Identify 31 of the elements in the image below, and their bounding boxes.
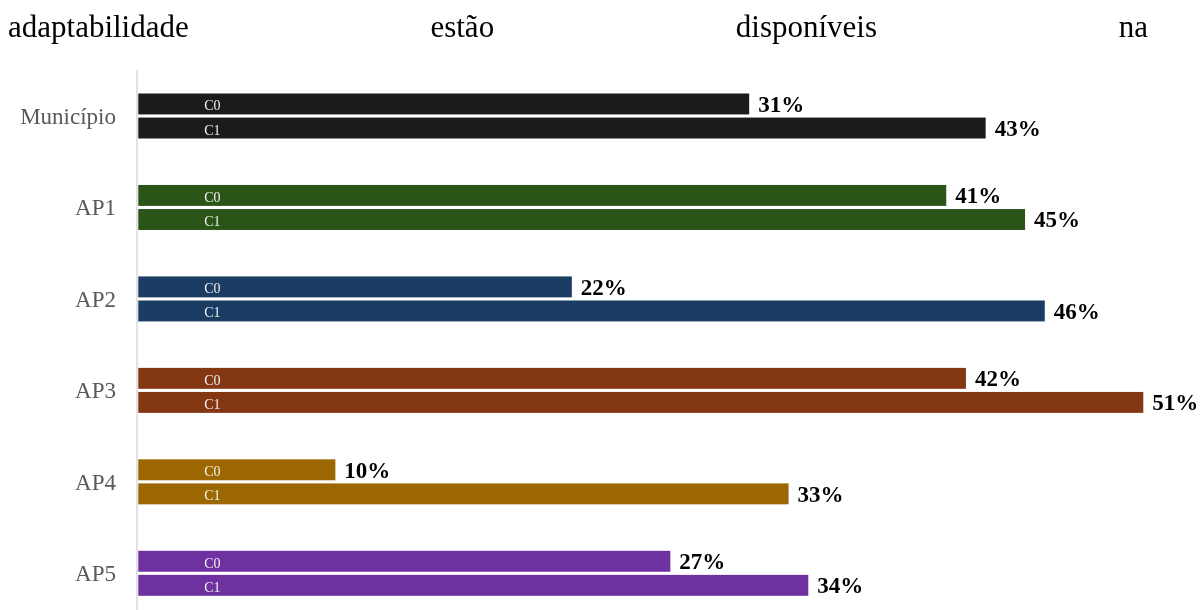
- text: C1: [204, 396, 221, 412]
- text: C0: [204, 281, 221, 297]
- text: C0: [204, 555, 221, 571]
- data-label: 33%: [797, 481, 844, 507]
- data-label: 10%: [344, 457, 391, 483]
- y-tick-label: AP3: [75, 378, 116, 404]
- text: C1: [204, 213, 221, 229]
- text: C0: [204, 464, 221, 480]
- text: C1: [204, 488, 221, 504]
- y-tick-label: AP2: [75, 286, 116, 312]
- data-label: 41%: [955, 183, 1002, 209]
- text: C0: [204, 189, 221, 205]
- chart-title: adaptabilidade estão disponíveis na: [8, 9, 1148, 44]
- data-label: 22%: [580, 274, 627, 300]
- data-label: 51%: [1152, 390, 1199, 416]
- text: C1: [204, 305, 221, 321]
- data-label: 42%: [974, 366, 1021, 392]
- y-tick-label: AP1: [75, 195, 116, 221]
- y-tick-label: AP5: [75, 561, 116, 587]
- text: C1: [204, 579, 221, 595]
- text: C0: [204, 372, 221, 388]
- data-label: 27%: [679, 549, 726, 575]
- data-label: 34%: [817, 573, 864, 599]
- data-label: 31%: [758, 91, 805, 117]
- series-label: C0: [204, 98, 221, 114]
- y-tick-label: AP4: [75, 469, 117, 495]
- data-label: 46%: [1053, 298, 1100, 324]
- data-label: 45%: [1034, 207, 1081, 233]
- data-label: 43%: [994, 116, 1041, 142]
- series-label: C1: [204, 122, 221, 138]
- y-tick-label: Município: [20, 104, 116, 129]
